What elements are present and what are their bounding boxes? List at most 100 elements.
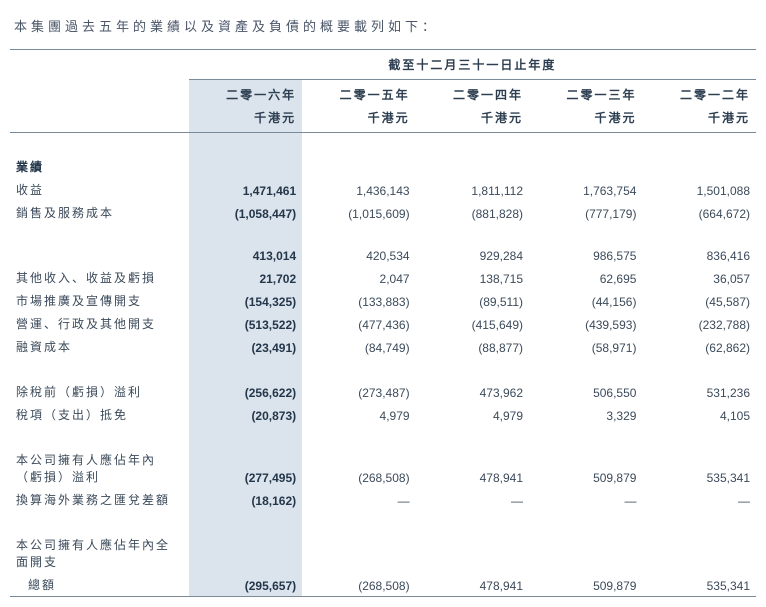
cell: 21,702	[189, 266, 302, 289]
year-1: 二零一五年	[302, 80, 415, 107]
cell: (777,179)	[529, 201, 642, 224]
row-label: 市場推廣及宣傳開支	[10, 289, 189, 312]
cell: (23,491)	[189, 335, 302, 358]
financial-table-container: 截至十二月三十一日止年度 二零一六年 二零一五年 二零一四年 二零一三年 二零一…	[10, 49, 756, 597]
year-3: 二零一三年	[529, 80, 642, 107]
year-4: 二零一二年	[642, 80, 756, 107]
cell: —	[529, 488, 642, 511]
row-tax: 稅項（支出）抵免 (20,873) 4,979 4,979 3,329 4,10…	[10, 403, 756, 426]
cell: (881,828)	[416, 201, 529, 224]
row-label	[10, 246, 189, 266]
cell: (133,883)	[302, 289, 415, 312]
cell: (44,156)	[529, 289, 642, 312]
row-label: 其他收入、收益及虧損	[10, 266, 189, 289]
section-results: 業績	[10, 155, 756, 178]
cell: (1,015,609)	[302, 201, 415, 224]
cell: 4,979	[416, 403, 529, 426]
row-total-comprehensive: 總額 (295,657) (268,508) 478,941 509,879 5…	[10, 573, 756, 597]
cell: (84,749)	[302, 335, 415, 358]
row-label: 除稅前（虧損）溢利	[10, 380, 189, 403]
unit-2: 千港元	[416, 106, 529, 133]
cell: 506,550	[529, 380, 642, 403]
financial-table: 截至十二月三十一日止年度 二零一六年 二零一五年 二零一四年 二零一三年 二零一…	[10, 49, 756, 597]
cell: (268,508)	[302, 573, 415, 597]
row-finance-cost: 融資成本 (23,491) (84,749) (88,877) (58,971)…	[10, 335, 756, 358]
cell: —	[642, 488, 756, 511]
row-gross: 413,014 420,534 929,284 986,575 836,416	[10, 246, 756, 266]
cell: 138,715	[416, 266, 529, 289]
cell: (256,622)	[189, 380, 302, 403]
cell: (477,436)	[302, 312, 415, 335]
cell: (277,495)	[189, 448, 302, 488]
cell: (45,587)	[642, 289, 756, 312]
unit-3: 千港元	[529, 106, 642, 133]
cell: (295,657)	[189, 573, 302, 597]
cell: 509,879	[529, 448, 642, 488]
row-revenue: 收益 1,471,461 1,436,143 1,811,112 1,763,7…	[10, 178, 756, 201]
cell: 535,341	[642, 448, 756, 488]
row-label: 融資成本	[10, 335, 189, 358]
cell: 929,284	[416, 246, 529, 266]
cell: (88,877)	[416, 335, 529, 358]
year-0: 二零一六年	[189, 80, 302, 107]
cell: 62,695	[529, 266, 642, 289]
cell: 1,471,461	[189, 178, 302, 201]
cell: (439,593)	[529, 312, 642, 335]
row-label: 收益	[10, 178, 189, 201]
cell: —	[416, 488, 529, 511]
cell: 531,236	[642, 380, 756, 403]
cell: 420,534	[302, 246, 415, 266]
cell: (62,862)	[642, 335, 756, 358]
cell: 478,941	[416, 573, 529, 597]
cell: 413,014	[189, 246, 302, 266]
intro-text: 本集團過去五年的業績以及資產及負債的概要載列如下：	[14, 16, 756, 35]
year-2: 二零一四年	[416, 80, 529, 107]
row-label: 銷售及服務成本	[10, 201, 189, 224]
row-label: 稅項（支出）抵免	[10, 403, 189, 426]
cell: 3,329	[529, 403, 642, 426]
row-label: 總額	[10, 573, 189, 597]
cell: (58,971)	[529, 335, 642, 358]
period-header-row: 截至十二月三十一日止年度	[10, 50, 756, 80]
cell: 986,575	[529, 246, 642, 266]
row-admin: 營運、行政及其他開支 (513,522) (477,436) (415,649)…	[10, 312, 756, 335]
row-label: 營運、行政及其他開支	[10, 312, 189, 335]
row-label: 本公司擁有人應佔年內全面開支	[10, 533, 189, 573]
cell: (273,487)	[302, 380, 415, 403]
cell: (1,058,447)	[189, 201, 302, 224]
cell: (89,511)	[416, 289, 529, 312]
cell: (513,522)	[189, 312, 302, 335]
year-header-row: 二零一六年 二零一五年 二零一四年 二零一三年 二零一二年	[10, 80, 756, 107]
section-results-label: 業績	[10, 155, 189, 178]
cell: 473,962	[416, 380, 529, 403]
cell: (20,873)	[189, 403, 302, 426]
row-cost-of-sales: 銷售及服務成本 (1,058,447) (1,015,609) (881,828…	[10, 201, 756, 224]
unit-header-row: 千港元 千港元 千港元 千港元 千港元	[10, 106, 756, 133]
row-total-comprehensive-line1: 本公司擁有人應佔年內全面開支	[10, 533, 756, 573]
unit-0: 千港元	[189, 106, 302, 133]
cell: 4,979	[302, 403, 415, 426]
cell: 509,879	[529, 573, 642, 597]
cell: 1,436,143	[302, 178, 415, 201]
row-other-income: 其他收入、收益及虧損 21,702 2,047 138,715 62,695 3…	[10, 266, 756, 289]
cell: 36,057	[642, 266, 756, 289]
cell: —	[302, 488, 415, 511]
cell: (268,508)	[302, 448, 415, 488]
period-header: 截至十二月三十一日止年度	[189, 50, 756, 80]
row-label: 本公司擁有人應佔年內（虧損）溢利	[10, 448, 189, 488]
row-profit-before-tax: 除稅前（虧損）溢利 (256,622) (273,487) 473,962 50…	[10, 380, 756, 403]
cell: 1,501,088	[642, 178, 756, 201]
cell: (18,162)	[189, 488, 302, 511]
cell: (232,788)	[642, 312, 756, 335]
cell: 1,763,754	[529, 178, 642, 201]
cell: 1,811,112	[416, 178, 529, 201]
cell: 836,416	[642, 246, 756, 266]
row-label: 換算海外業務之匯兌差額	[10, 488, 189, 511]
row-fx-diff: 換算海外業務之匯兌差額 (18,162) — — — —	[10, 488, 756, 511]
cell: 478,941	[416, 448, 529, 488]
cell: (664,672)	[642, 201, 756, 224]
row-attributable-profit: 本公司擁有人應佔年內（虧損）溢利 (277,495) (268,508) 478…	[10, 448, 756, 488]
row-marketing: 市場推廣及宣傳開支 (154,325) (133,883) (89,511) (…	[10, 289, 756, 312]
unit-1: 千港元	[302, 106, 415, 133]
cell: (154,325)	[189, 289, 302, 312]
